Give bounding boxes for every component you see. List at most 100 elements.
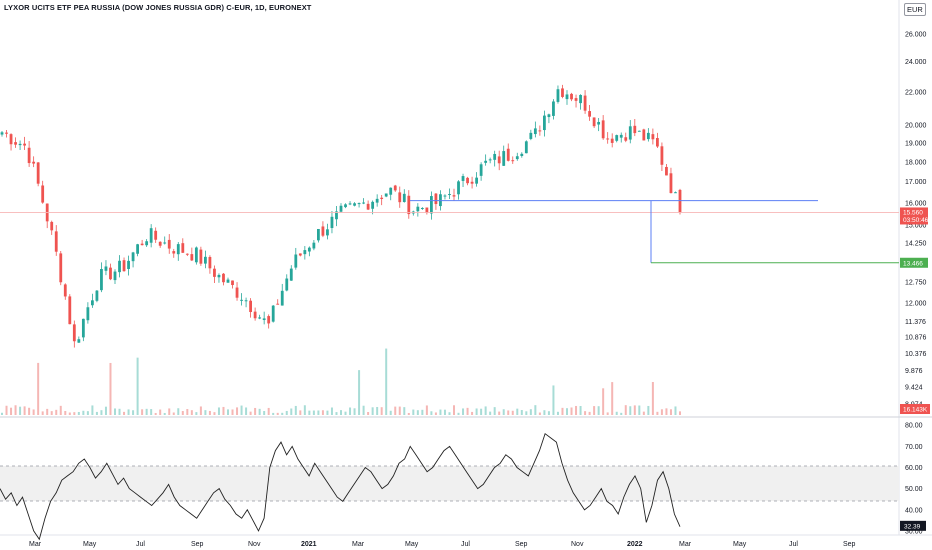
volume-bar <box>55 409 58 415</box>
candle-body <box>384 193 388 197</box>
candle-body <box>434 193 438 205</box>
rsi-band <box>0 466 899 501</box>
volume-bar <box>46 408 49 415</box>
volume-bar <box>462 408 465 415</box>
volume-bar <box>471 411 474 415</box>
volume-bar <box>412 409 415 415</box>
candle-body <box>18 143 22 146</box>
volume-bar <box>177 408 180 415</box>
rsi-current-badge <box>900 520 926 531</box>
volume-bar <box>127 409 130 415</box>
volume-bar <box>335 412 338 415</box>
volume-bar <box>272 412 275 415</box>
volume-bar <box>213 412 216 415</box>
volume-bar <box>484 406 487 415</box>
candle-body <box>253 311 257 319</box>
volume-bar <box>231 409 234 415</box>
candle-body <box>231 280 234 286</box>
candle-body <box>615 135 619 141</box>
candle-body <box>520 153 524 156</box>
volume-bar <box>91 405 94 415</box>
volume-bar <box>394 406 397 415</box>
volume-bar <box>669 409 672 415</box>
candle-body <box>547 114 551 118</box>
candle-body <box>122 260 126 272</box>
volume-bar <box>245 407 248 415</box>
candle-body <box>312 242 316 249</box>
volume-bar <box>249 411 252 415</box>
candle-body <box>511 160 515 162</box>
candle-body <box>294 254 298 268</box>
candle-body <box>633 125 637 134</box>
candle-body <box>642 129 646 141</box>
candle-body <box>393 185 397 191</box>
volume-bar <box>593 406 596 415</box>
volume-bar <box>570 407 573 415</box>
volume-bar <box>32 409 35 415</box>
candle-body <box>217 274 221 278</box>
volume-bar <box>511 410 514 415</box>
time-axis-label: Jul <box>136 541 145 548</box>
price-tick-label: 12.000 <box>905 300 927 307</box>
candle-body <box>461 176 465 181</box>
level-price-label: 13.466 <box>903 260 923 267</box>
candle-body <box>669 173 673 194</box>
time-axis-label: 2021 <box>301 541 317 548</box>
candle-body <box>448 194 451 196</box>
candle-body <box>163 242 167 244</box>
candle-body <box>583 95 587 111</box>
volume-bar <box>172 412 175 415</box>
candle-body <box>606 138 610 140</box>
volume-bar <box>679 411 681 415</box>
volume-bar <box>168 408 171 415</box>
volume-bar <box>493 407 496 415</box>
volume-bar <box>376 406 379 415</box>
volume-bar <box>584 411 587 415</box>
candle-body <box>100 268 103 291</box>
candle-body <box>0 132 4 135</box>
candle-body <box>9 134 13 145</box>
volume-bar <box>208 410 211 415</box>
candle-body <box>515 156 519 160</box>
volume-bar <box>421 409 424 415</box>
candle-body <box>181 243 185 253</box>
candle-body <box>348 203 352 205</box>
candle-body <box>362 202 365 204</box>
volume-bar <box>349 407 352 415</box>
candle-body <box>561 88 564 97</box>
volume-bar <box>204 410 207 415</box>
rsi-tick-label: 30.00 <box>905 528 923 535</box>
candle-body <box>172 251 176 254</box>
volume-bar <box>163 412 166 415</box>
volume-bar <box>132 410 135 415</box>
candle-body <box>366 203 370 210</box>
chart-title: LYXOR UCITS ETF PEA RUSSIA (DOW JONES RU… <box>4 3 312 12</box>
candle-body <box>389 187 393 195</box>
time-axis-label: Jul <box>461 541 470 548</box>
volume-badge <box>900 404 930 414</box>
volume-bar <box>520 410 523 415</box>
candle-body <box>651 134 655 140</box>
price-tick-label: 15.000 <box>905 223 927 230</box>
candle-body <box>339 205 343 212</box>
candle-body <box>674 192 677 194</box>
candle-body <box>466 177 469 184</box>
price-tick-label: 22.000 <box>905 89 927 96</box>
volume-bar <box>258 408 261 415</box>
volume-bar <box>82 410 85 415</box>
rsi-tick-label: 80.00 <box>905 423 923 430</box>
price-tick-label: 14.250 <box>905 241 927 248</box>
currency-badge[interactable]: EUR <box>904 3 926 16</box>
volume-bar <box>321 410 324 415</box>
volume-bar <box>547 411 550 415</box>
volume-bar <box>41 411 44 415</box>
price-tick-label: 17.000 <box>905 179 927 186</box>
price-tick-label: 26.000 <box>905 31 927 38</box>
candle-body <box>479 164 483 176</box>
volume-bar <box>145 408 148 415</box>
candle-body <box>565 94 569 100</box>
volume-bar <box>498 411 501 415</box>
volume-bar <box>403 407 406 415</box>
volume-bar <box>330 407 333 415</box>
